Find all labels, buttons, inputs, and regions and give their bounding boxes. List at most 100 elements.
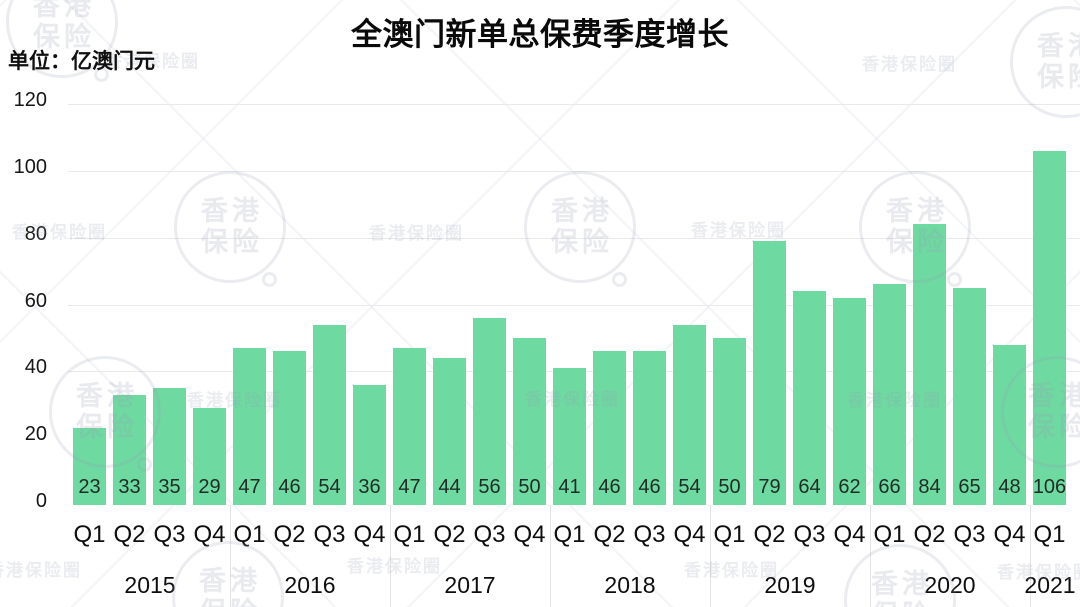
year-label: 2020 (924, 572, 976, 598)
bar-value-label: 79 (758, 476, 781, 498)
year-separator-line (389, 505, 391, 607)
year-label: 2019 (764, 572, 816, 598)
year-separator-line (549, 505, 551, 607)
y-tick-label: 20 (24, 423, 47, 445)
quarter-label: Q1 (1033, 521, 1066, 548)
year-label: 2021 (1024, 572, 1076, 598)
quarter-label: Q1 (73, 521, 106, 548)
stamp-text-line1: 香港 (886, 196, 948, 226)
stamp-text-line2: 保险 (195, 597, 261, 607)
bar-value-label: 48 (998, 476, 1021, 498)
bar-value-label: 106 (1032, 476, 1067, 498)
text-watermark: 香港保险圈 (369, 224, 464, 243)
quarter-label: Q3 (953, 521, 986, 548)
stamp-text-line2: 保险 (201, 227, 263, 257)
bar: 56 (473, 318, 506, 505)
bar-value-label: 47 (238, 476, 261, 498)
bar: 54 (673, 325, 706, 505)
quarter-label: Q2 (913, 521, 946, 548)
year-label: 2016 (284, 572, 336, 598)
bar-value-label: 33 (118, 476, 141, 498)
y-tick-label: 0 (35, 490, 47, 512)
bar-value-label: 46 (598, 476, 621, 498)
hk-insurance-stamp-watermark-icon: 香港保险 (524, 171, 636, 287)
year-separator-line (229, 505, 231, 607)
stamp-text-line1: 香港 (551, 196, 613, 226)
y-tick-label: 60 (24, 290, 47, 312)
quarter-label: Q3 (633, 521, 666, 548)
bar: 46 (593, 351, 626, 505)
bar: 47 (393, 348, 426, 505)
bar: 79 (753, 241, 786, 505)
stamp-text-line2: 保险 (551, 227, 613, 257)
bar-value-label: 36 (358, 476, 381, 498)
bar: 106 (1033, 151, 1066, 505)
bar: 54 (313, 325, 346, 505)
quarter-label: Q2 (593, 521, 626, 548)
year-label: 2015 (124, 572, 176, 598)
bar-value-label: 56 (478, 476, 501, 498)
stamp-text-line1: 香港 (199, 566, 261, 596)
quarter-label: Q1 (713, 521, 746, 548)
gridline (68, 104, 1080, 105)
y-axis-unit-label: 单位：亿澳门元 (8, 50, 155, 73)
bar: 41 (553, 368, 586, 505)
bar-value-label: 47 (398, 476, 421, 498)
bar: 23 (73, 428, 106, 505)
quarter-label: Q1 (553, 521, 586, 548)
stamp-dot-icon (262, 272, 277, 287)
quarter-label: Q4 (673, 521, 706, 548)
bar-value-label: 50 (518, 476, 541, 498)
quarter-label: Q2 (273, 521, 306, 548)
bar-value-label: 54 (318, 476, 341, 498)
quarter-label: Q3 (473, 521, 506, 548)
chart-title: 全澳门新单总保费季度增长 (351, 17, 729, 52)
bar-value-label: 54 (678, 476, 701, 498)
stamp-text-line2: 保险 (1037, 62, 1080, 92)
year-separator-line (869, 505, 871, 607)
bar-value-label: 29 (198, 476, 221, 498)
bar: 62 (833, 298, 866, 505)
quarter-label: Q3 (313, 521, 346, 548)
year-separator-line (1029, 505, 1031, 607)
quarter-label: Q4 (993, 521, 1026, 548)
gridline (68, 171, 1080, 172)
hk-insurance-stamp-watermark-icon: 香港保险 (174, 171, 286, 287)
quarter-label: Q2 (113, 521, 146, 548)
bar-value-label: 62 (838, 476, 861, 498)
bar: 44 (433, 358, 466, 505)
gridline (68, 238, 1080, 239)
quarter-label: Q1 (873, 521, 906, 548)
quarter-label: Q4 (513, 521, 546, 548)
bar: 50 (513, 338, 546, 505)
quarter-label: Q1 (233, 521, 266, 548)
quarter-label: Q4 (833, 521, 866, 548)
year-label: 2017 (444, 572, 496, 598)
bar-value-label: 35 (158, 476, 181, 498)
quarter-label: Q2 (753, 521, 786, 548)
bar-value-label: 44 (438, 476, 461, 498)
bar: 64 (793, 291, 826, 505)
quarter-label: Q1 (393, 521, 426, 548)
bar-value-label: 66 (878, 476, 901, 498)
stamp-text-line2: 保险 (867, 600, 933, 607)
y-tick-label: 80 (24, 223, 47, 245)
bar: 47 (233, 348, 266, 505)
bar: 36 (353, 385, 386, 505)
quarter-label: Q3 (153, 521, 186, 548)
bar-value-label: 65 (958, 476, 981, 498)
bar: 29 (193, 408, 226, 505)
bar: 84 (913, 224, 946, 505)
bar: 50 (713, 338, 746, 505)
bar: 46 (633, 351, 666, 505)
bar: 33 (113, 395, 146, 505)
year-separator-line (709, 505, 711, 607)
stamp-dot-icon (947, 272, 962, 287)
stamp-dot-icon (612, 272, 627, 287)
quarter-label: Q4 (353, 521, 386, 548)
bar-value-label: 23 (78, 476, 101, 498)
quarter-label: Q2 (433, 521, 466, 548)
bar: 48 (993, 345, 1026, 505)
year-label: 2018 (604, 572, 656, 598)
